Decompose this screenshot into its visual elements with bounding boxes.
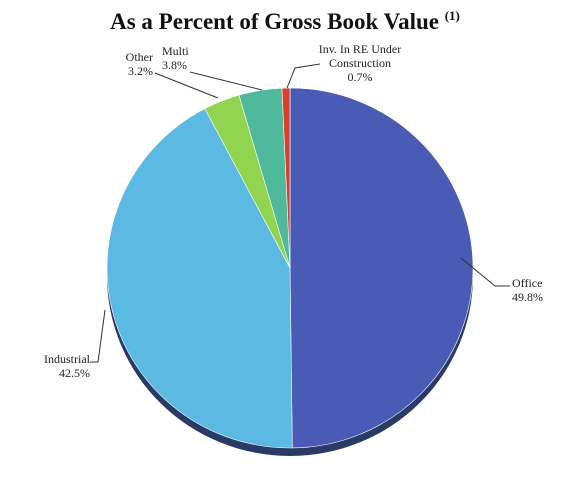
- chart-title: As a Percent of Gross Book Value: [110, 9, 439, 34]
- chart-title-block: As a Percent of Gross Book Value (1): [0, 8, 570, 35]
- pie-slice: [281, 87, 291, 269]
- value-label: 42.5%: [59, 366, 90, 380]
- leader-line: [189, 71, 263, 91]
- slice-label: Industrial 42.5%: [20, 352, 90, 380]
- category-label: Inv. In RE Under Construction: [318, 42, 402, 70]
- value-label: 49.8%: [512, 290, 543, 304]
- slice-label: Multi 3.8%: [162, 44, 207, 72]
- leader-line: [286, 63, 321, 89]
- slice-label: Inv. In RE Under Construction 0.7%: [300, 42, 420, 84]
- value-label: 3.2%: [128, 64, 153, 78]
- pie-slice: [106, 108, 293, 449]
- value-label: 0.7%: [347, 70, 373, 84]
- leader-line: [460, 257, 510, 287]
- leader-line: [154, 72, 219, 99]
- leader-line: [90, 309, 106, 363]
- pie-slice: [289, 87, 474, 449]
- category-label: Multi: [162, 44, 189, 58]
- slice-label: Other 3.2%: [108, 50, 153, 78]
- value-label: 3.8%: [162, 58, 187, 72]
- category-label: Industrial: [44, 352, 90, 366]
- slice-label: Office 49.8%: [512, 276, 570, 304]
- title-note: (1): [444, 8, 460, 23]
- category-label: Office: [512, 276, 543, 290]
- category-label: Other: [125, 50, 153, 64]
